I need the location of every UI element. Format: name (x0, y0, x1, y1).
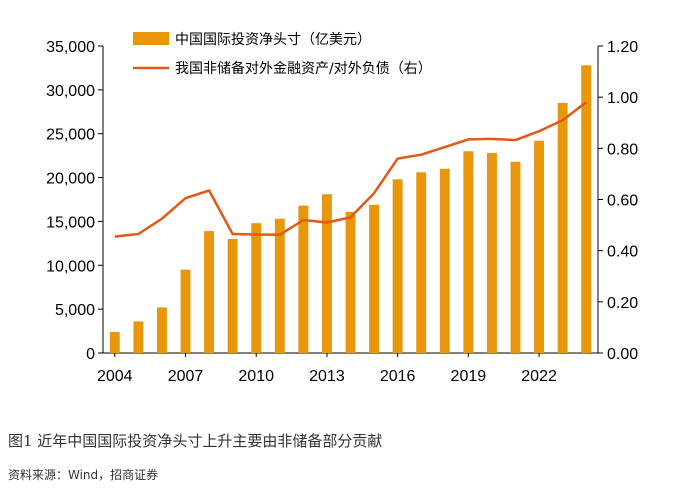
x-tick-label: 2010 (238, 368, 274, 385)
y-right-tick-label: 0.00 (607, 346, 638, 363)
x-tick-label: 2022 (521, 368, 557, 385)
bar (133, 321, 144, 353)
y-right-tick-label: 1.20 (607, 39, 638, 56)
bar (251, 223, 262, 353)
bar (557, 103, 568, 353)
x-tick-label: 2004 (97, 368, 133, 385)
y-left-tick-label: 5,000 (55, 302, 95, 319)
bar (534, 140, 545, 353)
y-left-tick-label: 15,000 (46, 214, 95, 231)
chart: 中国国际投资净头寸（亿美元） 我国非储备对外金融资产/对外负债（右） 0 5,00… (46, 32, 638, 385)
y-right-tick-label: 0.60 (607, 193, 638, 210)
bar (156, 307, 167, 353)
bars (109, 65, 592, 353)
legend: 中国国际投资净头寸（亿美元） 我国非储备对外金融资产/对外负债（右） (133, 32, 432, 77)
bar (227, 238, 238, 353)
bar (369, 204, 380, 353)
bar (392, 179, 403, 353)
bar (510, 161, 521, 353)
bar (416, 172, 427, 353)
line-layer (114, 101, 587, 238)
bar (345, 211, 356, 353)
figure-caption: 图1 近年中国国际投资净头寸上升主要由非储备部分贡献 (8, 432, 383, 450)
bar (439, 168, 450, 353)
bar (109, 331, 120, 353)
bar (463, 151, 474, 353)
y-left-tick-label: 0 (86, 346, 95, 363)
bar (204, 231, 215, 353)
legend-bar-swatch (133, 32, 169, 45)
x-tick-label: 2019 (451, 368, 487, 385)
legend-line-label: 我国非储备对外金融资产/对外负债（右） (175, 60, 432, 77)
y-left-tick-label: 20,000 (46, 171, 95, 188)
y-right-tick-label: 0.80 (607, 141, 638, 158)
bar (581, 65, 592, 353)
y-left-tick-label: 25,000 (46, 127, 95, 144)
bar (486, 153, 497, 353)
axes: 0 5,000 10,000 15,000 20,000 25,000 30,000 35,0… (46, 39, 638, 385)
y-right-tick-label: 1.00 (607, 90, 638, 107)
x-tick-label: 2013 (309, 368, 345, 385)
bar (298, 205, 309, 353)
legend-bar-label: 中国国际投资净头寸（亿美元） (175, 32, 371, 48)
bar (180, 269, 191, 353)
bar (321, 194, 332, 353)
y-left-tick-label: 30,000 (46, 83, 95, 100)
x-tick-label: 2007 (168, 368, 204, 385)
y-right-tick-label: 0.40 (607, 244, 638, 261)
source-note: 资料来源：Wind，招商证券 (8, 468, 159, 482)
y-right-tick-label: 0.20 (607, 295, 638, 312)
bar (274, 218, 285, 353)
y-left-tick-label: 10,000 (46, 258, 95, 275)
x-tick-label: 2016 (380, 368, 416, 385)
y-left-tick-label: 35,000 (46, 39, 95, 56)
